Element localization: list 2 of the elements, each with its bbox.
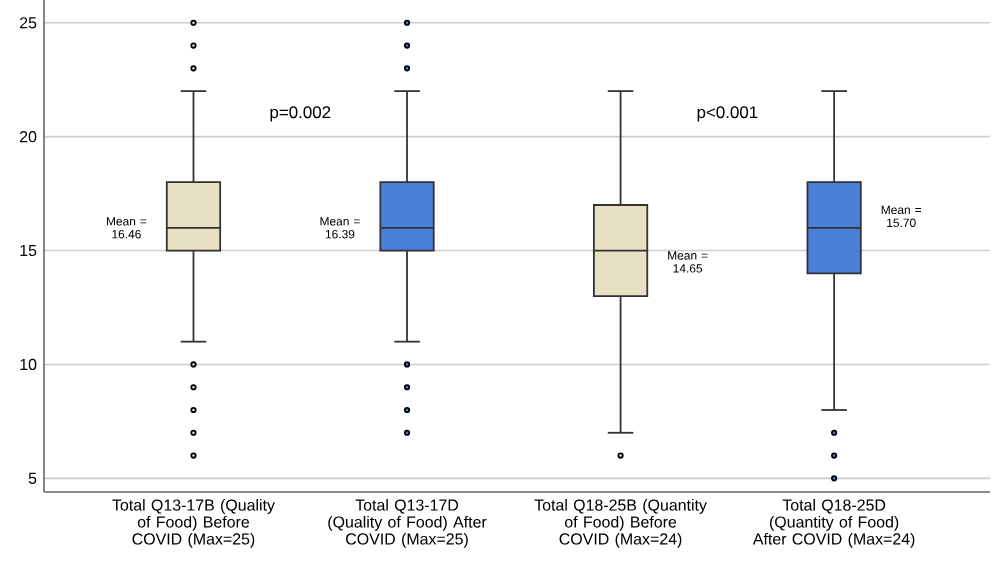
- annotation: p<0.001: [697, 106, 758, 122]
- annotation: p=0.002: [270, 106, 331, 122]
